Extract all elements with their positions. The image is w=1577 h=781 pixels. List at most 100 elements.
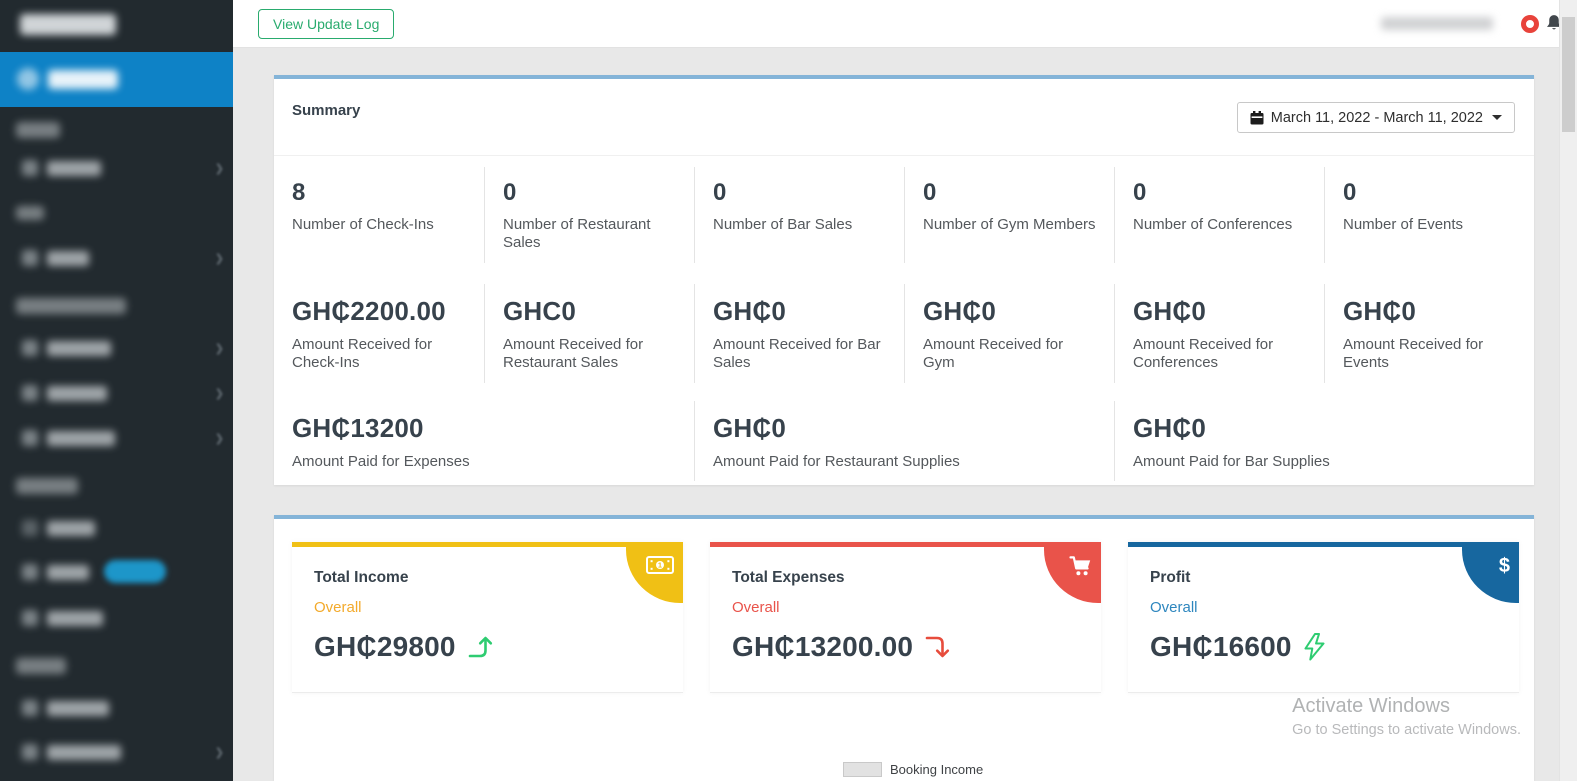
sidebar-item-blurred[interactable]: [0, 560, 233, 588]
stat-value: 0: [923, 179, 937, 206]
stat-label: Amount Received for Events: [1343, 336, 1484, 372]
sidebar-active-label: [48, 70, 118, 89]
money-bill-icon: 1: [646, 556, 674, 574]
user-menu[interactable]: [1381, 17, 1493, 30]
sidebar-item-blurred[interactable]: ❯: [0, 248, 233, 274]
stat-cell: GH₵0 Amount Received for Conferences: [1114, 284, 1324, 383]
stat-label: Amount Paid for Expenses: [292, 453, 470, 470]
stat-cell: GH₵2200.00 Amount Received for Check-Ins: [274, 284, 484, 383]
record-status-icon[interactable]: [1521, 15, 1539, 33]
app-logo: [20, 14, 116, 35]
divider: [274, 155, 1534, 156]
sidebar-item-icon: [22, 340, 38, 356]
sidebar-item-blurred[interactable]: [0, 518, 233, 544]
stat-value: GH₵2200.00: [292, 296, 446, 326]
sidebar-item-active[interactable]: [0, 52, 233, 107]
sidebar-section-header: [16, 658, 66, 674]
watermark-subtitle: Go to Settings to activate Windows.: [1292, 722, 1521, 738]
sidebar-item-icon: [22, 744, 38, 760]
stat-cell: GHC0 Amount Received for Restaurant Sale…: [484, 284, 694, 383]
stat-cell: GH₵0 Amount Received for Events: [1324, 284, 1534, 383]
sidebar-item-blurred[interactable]: ❯: [0, 428, 233, 454]
windows-activation-watermark: Activate Windows Go to Settings to activ…: [1292, 695, 1521, 738]
sidebar-item-icon: [22, 520, 38, 536]
sidebar-item-blurred[interactable]: [0, 698, 233, 724]
scrollbar[interactable]: [1559, 0, 1577, 781]
sidebar-active-icon: [17, 68, 39, 90]
sidebar-item-blurred[interactable]: ❯: [0, 383, 233, 409]
metric-cards-row: 1 Total Income Overall GH₵29800: [292, 542, 1519, 693]
profit-card: $ Profit Overall GH₵16600: [1128, 542, 1519, 693]
stat-label: Amount Paid for Bar Supplies: [1133, 453, 1330, 470]
sidebar-item-icon: [22, 610, 38, 626]
income-corner-badge: 1: [626, 547, 683, 603]
chevron-right-icon: ❯: [214, 433, 224, 445]
chevron-right-icon: ❯: [214, 747, 224, 759]
sidebar-item-blurred[interactable]: ❯: [0, 338, 233, 364]
stat-value: GH₵0: [1133, 413, 1207, 443]
stats-row-paid: GH₵13200 Amount Paid for Expenses GH₵0 A…: [274, 401, 1534, 482]
bell-icon[interactable]: [1544, 13, 1564, 33]
sidebar-item-icon: [22, 250, 38, 266]
dollar-icon: $: [1498, 555, 1510, 577]
view-update-log-button[interactable]: View Update Log: [258, 9, 395, 39]
sidebar-item-label: [47, 701, 109, 716]
sidebar-item-label: [47, 251, 89, 266]
stat-label: Number of Check-Ins: [292, 216, 434, 233]
svg-text:1: 1: [658, 561, 662, 570]
sidebar-item-label: [47, 341, 111, 356]
profit-amount: GH₵16600: [1150, 631, 1292, 662]
expenses-corner-badge: [1044, 547, 1101, 603]
sidebar-item-icon: [22, 430, 38, 446]
stat-label: Number of Conferences: [1133, 216, 1293, 233]
stat-value: 0: [503, 179, 517, 206]
stat-cell: 0 Number of Restaurant Sales: [484, 167, 694, 263]
panel-title: Summary: [292, 102, 361, 119]
arrow-turn-down-icon: [925, 636, 950, 658]
chevron-right-icon: ❯: [214, 253, 224, 265]
watermark-title: Activate Windows: [1292, 695, 1450, 717]
bolt-icon: [1304, 633, 1325, 661]
stat-label: Amount Received for Check-Ins: [292, 336, 433, 372]
stat-value: GH₵0: [713, 413, 787, 443]
calendar-icon: [1250, 110, 1264, 124]
sidebar-item-blurred[interactable]: ❯: [0, 158, 233, 184]
card-scope: Overall: [1150, 599, 1198, 616]
stat-cell: GH₵0 Amount Received for Gym: [904, 284, 1114, 383]
sidebar-section-header: [16, 478, 78, 494]
stat-label: Amount Received for Bar Sales: [713, 336, 881, 372]
stat-cell: GH₵0 Amount Paid for Bar Supplies: [1114, 401, 1534, 482]
sidebar-item-blurred[interactable]: ❯: [0, 742, 233, 768]
card-scope: Overall: [732, 599, 780, 616]
stat-cell: 0 Number of Gym Members: [904, 167, 1114, 263]
stat-cell: GH₵0 Amount Paid for Restaurant Supplies: [694, 401, 1114, 482]
stat-cell: 0 Number of Conferences: [1114, 167, 1324, 263]
sidebar-item-blurred[interactable]: [0, 608, 233, 634]
sidebar-item-icon: [22, 385, 38, 401]
sidebar-section-header: [16, 122, 60, 138]
arrow-turn-up-icon: [468, 636, 492, 658]
sidebar-item-label: [47, 161, 101, 176]
total-expenses-card: Total Expenses Overall GH₵13200.00: [710, 542, 1101, 693]
income-amount: GH₵29800: [314, 631, 456, 662]
totals-panel: 1 Total Income Overall GH₵29800: [274, 515, 1534, 781]
sidebar-section-header: [16, 298, 126, 314]
sidebar-item-badge: [104, 560, 166, 583]
stat-label: Amount Received for Conferences: [1133, 336, 1274, 372]
stat-cell: 0 Number of Bar Sales: [694, 167, 904, 263]
date-range-value: March 11, 2022 - March 11, 2022: [1270, 109, 1483, 126]
expenses-amount: GH₵13200.00: [732, 631, 914, 662]
scrollbar-thumb[interactable]: [1562, 17, 1575, 132]
date-range-picker[interactable]: March 11, 2022 - March 11, 2022: [1236, 102, 1515, 133]
stat-label: Amount Received for Restaurant Sales: [503, 336, 644, 372]
chevron-right-icon: ❯: [214, 388, 224, 400]
summary-panel: Summary March 11, 2022 - March 11, 2022 …: [274, 75, 1534, 485]
chart-legend[interactable]: Booking Income: [843, 762, 983, 777]
stat-value: 0: [1343, 179, 1357, 206]
sidebar-item-label: [47, 611, 103, 626]
stat-cell: GH₵13200 Amount Paid for Expenses: [274, 401, 694, 481]
stat-value: 8: [292, 179, 306, 206]
stat-value: GH₵0: [1133, 296, 1207, 326]
legend-swatch: [843, 762, 882, 777]
profit-corner-badge: $: [1462, 547, 1519, 603]
